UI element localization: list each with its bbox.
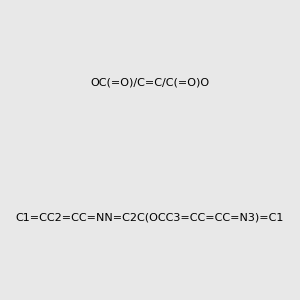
Text: C1=CC2=CC=NN=C2C(OCC3=CC=CC=N3)=C1: C1=CC2=CC=NN=C2C(OCC3=CC=CC=N3)=C1 bbox=[16, 212, 284, 223]
Text: OC(=O)/C=C/C(=O)O: OC(=O)/C=C/C(=O)O bbox=[90, 77, 210, 88]
